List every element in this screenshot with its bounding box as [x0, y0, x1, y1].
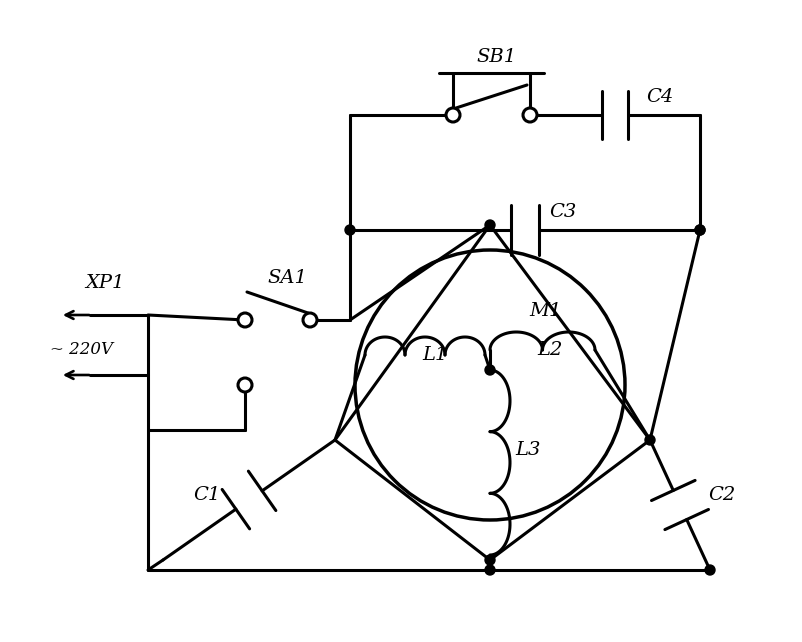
Text: C2: C2 [707, 486, 735, 504]
Text: L2: L2 [537, 341, 562, 359]
Circle shape [302, 313, 317, 327]
Circle shape [484, 565, 494, 575]
Circle shape [484, 220, 494, 230]
Text: M1: M1 [529, 302, 561, 320]
Text: SB1: SB1 [476, 48, 516, 66]
Text: C4: C4 [646, 88, 673, 106]
Circle shape [445, 108, 460, 122]
Circle shape [644, 435, 654, 445]
Circle shape [695, 225, 704, 235]
Circle shape [484, 365, 494, 375]
Text: L3: L3 [515, 441, 540, 459]
Circle shape [695, 225, 704, 235]
Circle shape [704, 565, 714, 575]
Text: C3: C3 [549, 203, 576, 221]
Circle shape [484, 555, 494, 565]
Circle shape [522, 108, 537, 122]
Text: L1: L1 [422, 346, 448, 364]
Circle shape [345, 225, 354, 235]
Text: C1: C1 [193, 486, 221, 504]
Circle shape [237, 378, 252, 392]
Text: SA1: SA1 [267, 269, 307, 287]
Circle shape [237, 313, 252, 327]
Text: XP1: XP1 [85, 274, 124, 292]
Text: ~ 220V: ~ 220V [51, 342, 113, 358]
